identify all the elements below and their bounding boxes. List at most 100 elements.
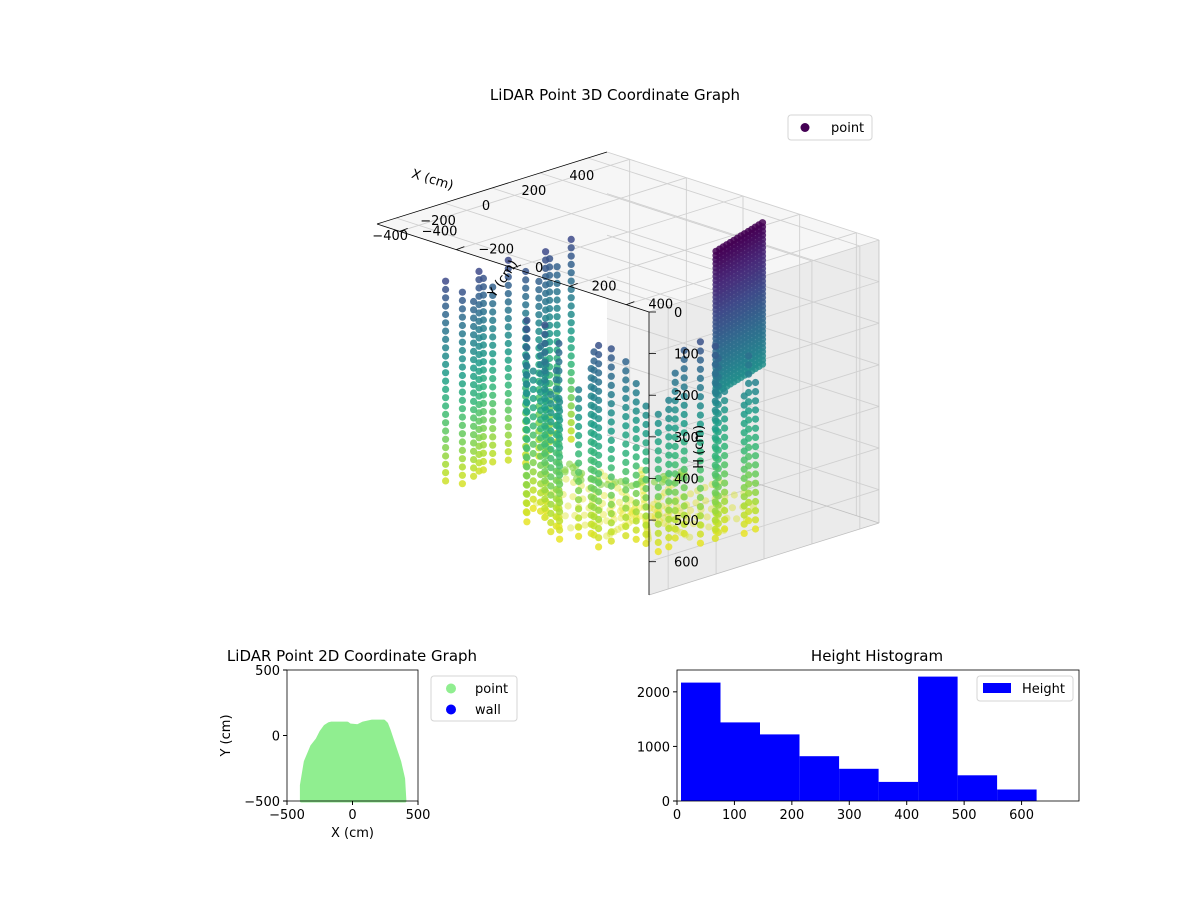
data-point <box>595 424 603 432</box>
data-point <box>523 490 531 498</box>
data-point <box>671 507 679 515</box>
data-point <box>523 518 531 526</box>
data-point <box>470 414 478 422</box>
data-point <box>728 504 737 512</box>
data-point <box>665 405 673 414</box>
x-tick-label: 600 <box>1009 808 1034 823</box>
data-point <box>758 219 767 227</box>
x-tick-label: 0 <box>482 199 490 214</box>
data-point <box>696 503 705 511</box>
data-point <box>632 471 640 479</box>
data-point <box>567 427 575 435</box>
data-point <box>504 406 512 414</box>
data-point <box>575 532 583 540</box>
data-point <box>711 498 719 506</box>
data-point <box>696 475 705 483</box>
data-point <box>740 474 748 482</box>
data-point <box>671 415 679 423</box>
data-point <box>575 459 583 467</box>
data-point <box>665 451 673 459</box>
data-point <box>567 394 575 402</box>
data-point <box>541 339 549 348</box>
data-point <box>541 422 549 430</box>
data-point <box>607 409 615 417</box>
data-point <box>529 477 537 485</box>
y-tick-label: 400 <box>648 298 673 313</box>
data-point <box>504 431 512 439</box>
data-point <box>711 534 719 543</box>
data-point <box>665 442 673 450</box>
data-point <box>535 336 543 344</box>
data-point <box>523 463 531 471</box>
data-point <box>541 513 549 522</box>
data-point <box>575 413 583 421</box>
data-point <box>665 488 673 496</box>
data-point <box>632 389 640 397</box>
data-point <box>523 481 531 489</box>
data-point <box>475 276 483 284</box>
data-point <box>751 424 760 432</box>
data-point <box>632 462 640 470</box>
data-point <box>607 400 615 408</box>
data-point <box>504 273 512 281</box>
data-point <box>523 399 531 407</box>
data-point <box>556 499 564 507</box>
data-point <box>489 316 497 324</box>
data-point <box>642 475 650 483</box>
data-point <box>470 431 478 439</box>
data-point <box>632 380 640 388</box>
data-point <box>680 392 688 400</box>
data-point <box>547 445 555 453</box>
z-tick-label: 300 <box>674 431 699 446</box>
data-point <box>711 379 719 387</box>
data-point <box>686 506 695 514</box>
data-point <box>665 470 673 478</box>
data-point <box>696 539 705 547</box>
data-point <box>470 356 478 364</box>
y-tick-label: −200 <box>478 243 514 258</box>
data-point <box>523 454 531 462</box>
data-point <box>615 498 624 506</box>
data-point <box>711 452 719 460</box>
data-point <box>541 367 549 375</box>
gridline <box>587 157 860 247</box>
data-point <box>567 344 575 352</box>
y-tick-label: 0 <box>272 730 280 745</box>
data-point <box>475 326 483 334</box>
data-point <box>541 376 549 384</box>
data-point <box>671 479 679 487</box>
z-tick-label: 500 <box>674 514 699 529</box>
data-point <box>654 483 662 492</box>
data-point <box>458 321 466 330</box>
data-point <box>553 271 561 279</box>
data-point <box>458 438 466 446</box>
data-point <box>541 486 549 494</box>
data-point <box>567 435 575 443</box>
data-point <box>654 474 662 482</box>
data-point <box>654 438 662 446</box>
data-point <box>751 443 760 451</box>
data-point <box>489 400 497 408</box>
data-point <box>442 294 450 302</box>
data-point <box>745 361 753 369</box>
data-point <box>442 319 450 327</box>
data-point <box>567 269 575 277</box>
data-point <box>442 360 450 368</box>
data-point <box>642 512 650 520</box>
z-tick-label: 600 <box>674 556 699 571</box>
histogram-bar <box>839 768 879 801</box>
x-tick-label: −500 <box>269 808 305 823</box>
data-point <box>680 429 688 437</box>
data-point <box>686 490 695 498</box>
data-point <box>523 380 531 389</box>
data-point <box>470 389 478 397</box>
data-point <box>489 366 497 374</box>
data-point <box>523 426 531 434</box>
data-point <box>711 360 719 369</box>
data-point <box>556 508 564 516</box>
data-point <box>711 470 719 478</box>
data-point <box>622 440 630 448</box>
data-point <box>721 470 729 478</box>
data-point <box>654 410 662 418</box>
data-point <box>555 339 563 348</box>
